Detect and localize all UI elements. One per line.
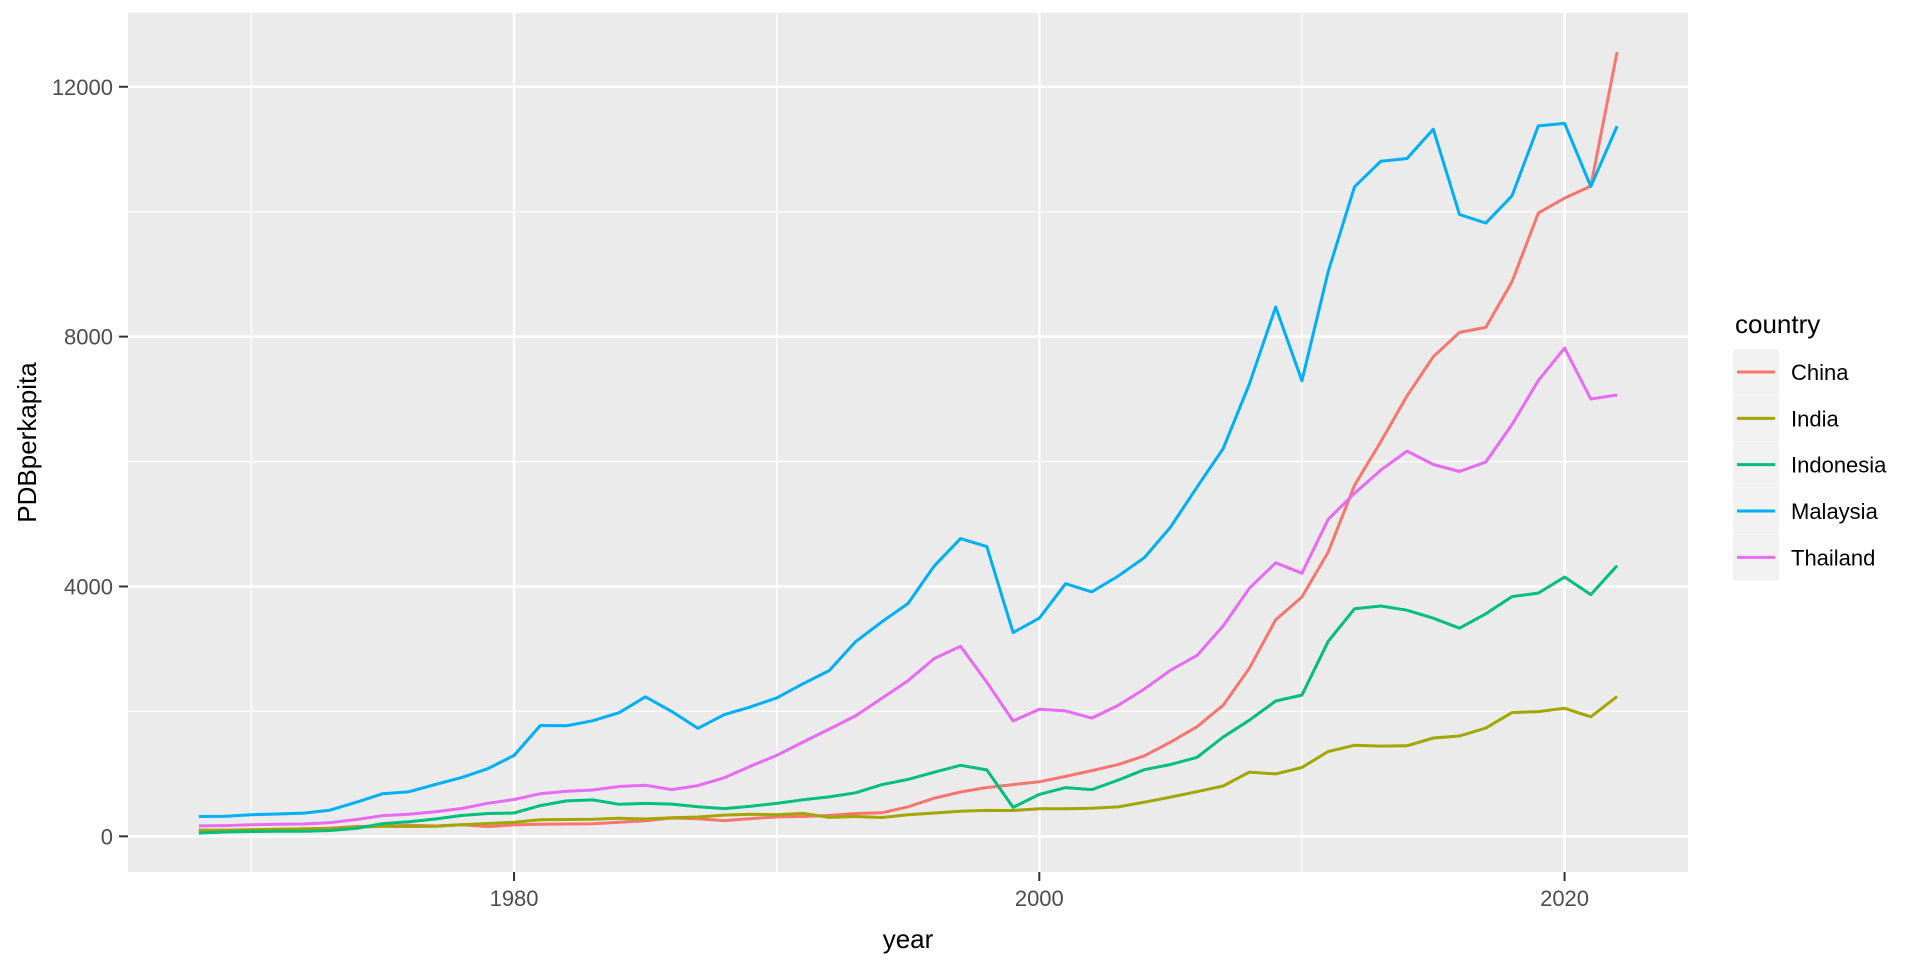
legend-label-thailand: Thailand	[1791, 545, 1875, 570]
legend-label-china: China	[1791, 360, 1849, 385]
legend-title: country	[1735, 309, 1820, 339]
panel-background	[128, 13, 1688, 872]
series-line-malaysia	[198, 121, 1619, 818]
series-line-thailand	[198, 346, 1618, 828]
x-axis-title: year	[883, 924, 934, 954]
legend-label-malaysia: Malaysia	[1791, 499, 1879, 524]
legend-label-india: India	[1791, 406, 1839, 431]
y-axis-title: PDBperkapita	[12, 362, 42, 523]
series-line-india	[198, 695, 1619, 832]
y-tick-label-12000: 12000	[52, 75, 113, 100]
series-line-indonesia	[198, 564, 1619, 835]
y-tick-label-0: 0	[101, 824, 113, 849]
y-tick-label-4000: 4000	[64, 574, 113, 599]
y-tick-label-8000: 8000	[64, 325, 113, 350]
legend-label-indonesia: Indonesia	[1791, 453, 1887, 478]
x-tick-label-2020: 2020	[1540, 886, 1589, 911]
x-tick-label-1980: 1980	[490, 886, 539, 911]
x-tick-label-2000: 2000	[1015, 886, 1064, 911]
